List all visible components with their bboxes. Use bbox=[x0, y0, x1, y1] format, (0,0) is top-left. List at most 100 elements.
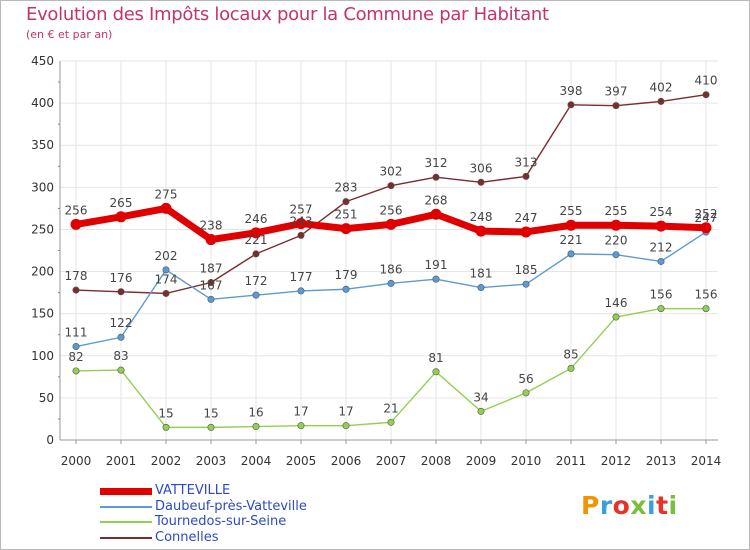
legend-swatch-connelles bbox=[100, 537, 152, 539]
data-point-vatteville bbox=[205, 234, 217, 246]
data-label-tournedos-sur-seine: 15 bbox=[158, 406, 173, 420]
data-label-connelles: 178 bbox=[65, 269, 88, 283]
data-point-vatteville bbox=[430, 208, 442, 220]
proxiti-logo: Proxiti bbox=[581, 491, 678, 520]
data-point-vatteville bbox=[385, 218, 397, 230]
x-tick-label: 2012 bbox=[601, 454, 632, 468]
data-point-tournedos-sur-seine bbox=[612, 313, 620, 321]
data-label-daubeuf-pr-s-vatteville: 167 bbox=[200, 278, 223, 292]
data-point-tournedos-sur-seine bbox=[207, 423, 215, 431]
data-label-daubeuf-pr-s-vatteville: 177 bbox=[290, 270, 313, 284]
x-tick-label: 2002 bbox=[151, 454, 182, 468]
data-point-daubeuf-pr-s-vatteville bbox=[477, 284, 485, 292]
data-label-daubeuf-pr-s-vatteville: 172 bbox=[245, 274, 268, 288]
data-point-vatteville bbox=[340, 223, 352, 235]
data-point-daubeuf-pr-s-vatteville bbox=[387, 279, 395, 287]
x-tick-label: 2006 bbox=[331, 454, 362, 468]
data-label-vatteville: 247 bbox=[515, 211, 538, 225]
data-label-tournedos-sur-seine: 156 bbox=[695, 288, 718, 302]
data-label-connelles: 302 bbox=[380, 165, 403, 179]
logo-letter: t bbox=[656, 491, 669, 520]
data-label-tournedos-sur-seine: 56 bbox=[518, 372, 533, 386]
data-point-tournedos-sur-seine bbox=[432, 368, 440, 376]
data-point-daubeuf-pr-s-vatteville bbox=[117, 333, 125, 341]
data-point-connelles bbox=[162, 289, 170, 297]
data-label-daubeuf-pr-s-vatteville: 179 bbox=[335, 268, 358, 282]
grid-layer bbox=[60, 60, 718, 441]
y-tick-label: 250 bbox=[31, 222, 54, 236]
y-tick-label: 350 bbox=[31, 138, 54, 152]
data-point-tournedos-sur-seine bbox=[387, 418, 395, 426]
x-tick-label: 2000 bbox=[61, 454, 92, 468]
y-tick-label: 450 bbox=[31, 54, 54, 68]
data-label-vatteville: 252 bbox=[695, 207, 718, 221]
x-tick-label: 2013 bbox=[646, 454, 677, 468]
x-tick-label: 2001 bbox=[106, 454, 137, 468]
data-point-tournedos-sur-seine bbox=[162, 423, 170, 431]
axis-layer: 0 50 100 150 200 250 300 350 400 450 2000 2001 2002 2… bbox=[31, 54, 721, 468]
data-label-tournedos-sur-seine: 146 bbox=[605, 296, 628, 310]
data-point-tournedos-sur-seine bbox=[117, 366, 125, 374]
data-label-daubeuf-pr-s-vatteville: 212 bbox=[650, 240, 673, 254]
data-point-daubeuf-pr-s-vatteville bbox=[252, 291, 260, 299]
x-tick-label: 2011 bbox=[556, 454, 587, 468]
data-label-connelles: 187 bbox=[200, 262, 223, 276]
data-point-connelles bbox=[117, 288, 125, 296]
data-label-daubeuf-pr-s-vatteville: 122 bbox=[110, 316, 133, 330]
data-label-vatteville: 251 bbox=[335, 208, 358, 222]
data-point-daubeuf-pr-s-vatteville bbox=[207, 295, 215, 303]
data-label-connelles: 397 bbox=[605, 85, 628, 99]
y-tick-label: 100 bbox=[31, 349, 54, 363]
data-point-tournedos-sur-seine bbox=[567, 364, 575, 372]
legend-label-vatteville: VATTEVILLE bbox=[155, 483, 231, 498]
x-tick-label: 2010 bbox=[511, 454, 542, 468]
data-point-connelles bbox=[612, 102, 620, 110]
x-tick-label: 2005 bbox=[286, 454, 317, 468]
data-point-connelles bbox=[477, 178, 485, 186]
data-point-vatteville bbox=[565, 219, 577, 231]
data-label-vatteville: 255 bbox=[605, 204, 628, 218]
data-label-tournedos-sur-seine: 83 bbox=[113, 349, 128, 363]
data-label-vatteville: 254 bbox=[650, 205, 673, 219]
data-label-daubeuf-pr-s-vatteville: 202 bbox=[155, 249, 178, 263]
data-point-vatteville bbox=[70, 218, 82, 230]
data-point-vatteville bbox=[250, 227, 262, 239]
data-point-vatteville bbox=[655, 220, 667, 232]
data-point-tournedos-sur-seine bbox=[342, 422, 350, 430]
data-label-connelles: 243 bbox=[290, 214, 313, 228]
data-point-daubeuf-pr-s-vatteville bbox=[342, 285, 350, 293]
logo-letter: i bbox=[668, 491, 678, 520]
data-label-vatteville: 256 bbox=[65, 203, 88, 217]
data-point-daubeuf-pr-s-vatteville bbox=[432, 275, 440, 283]
data-point-connelles bbox=[567, 101, 575, 109]
data-point-connelles bbox=[522, 172, 530, 180]
data-point-tournedos-sur-seine bbox=[252, 423, 260, 431]
data-label-connelles: 221 bbox=[245, 233, 268, 247]
plot-area bbox=[60, 61, 718, 440]
data-label-tournedos-sur-seine: 17 bbox=[293, 405, 308, 419]
legend-swatch-tournedos bbox=[100, 521, 152, 523]
x-tick-label: 2004 bbox=[241, 454, 272, 468]
data-point-daubeuf-pr-s-vatteville bbox=[72, 343, 80, 351]
data-label-connelles: 410 bbox=[695, 74, 718, 88]
x-tick-label: 2003 bbox=[196, 454, 227, 468]
logo-letter: P bbox=[581, 491, 600, 520]
legend-label-connelles: Connelles bbox=[155, 530, 219, 545]
data-point-vatteville bbox=[700, 222, 712, 234]
data-point-tournedos-sur-seine bbox=[297, 422, 305, 430]
data-label-vatteville: 256 bbox=[380, 203, 403, 217]
data-label-tournedos-sur-seine: 156 bbox=[650, 288, 673, 302]
data-point-tournedos-sur-seine bbox=[522, 389, 530, 397]
data-label-connelles: 283 bbox=[335, 181, 358, 195]
data-label-tournedos-sur-seine: 85 bbox=[563, 347, 578, 361]
logo-letter: x bbox=[630, 491, 647, 520]
data-point-tournedos-sur-seine bbox=[477, 407, 485, 415]
legend-swatch-vatteville bbox=[100, 488, 152, 495]
data-label-tournedos-sur-seine: 82 bbox=[68, 350, 83, 364]
data-point-connelles bbox=[72, 286, 80, 294]
data-point-connelles bbox=[387, 182, 395, 190]
data-point-daubeuf-pr-s-vatteville bbox=[522, 280, 530, 288]
y-tick-label: 300 bbox=[31, 180, 54, 194]
data-point-connelles bbox=[207, 279, 215, 287]
